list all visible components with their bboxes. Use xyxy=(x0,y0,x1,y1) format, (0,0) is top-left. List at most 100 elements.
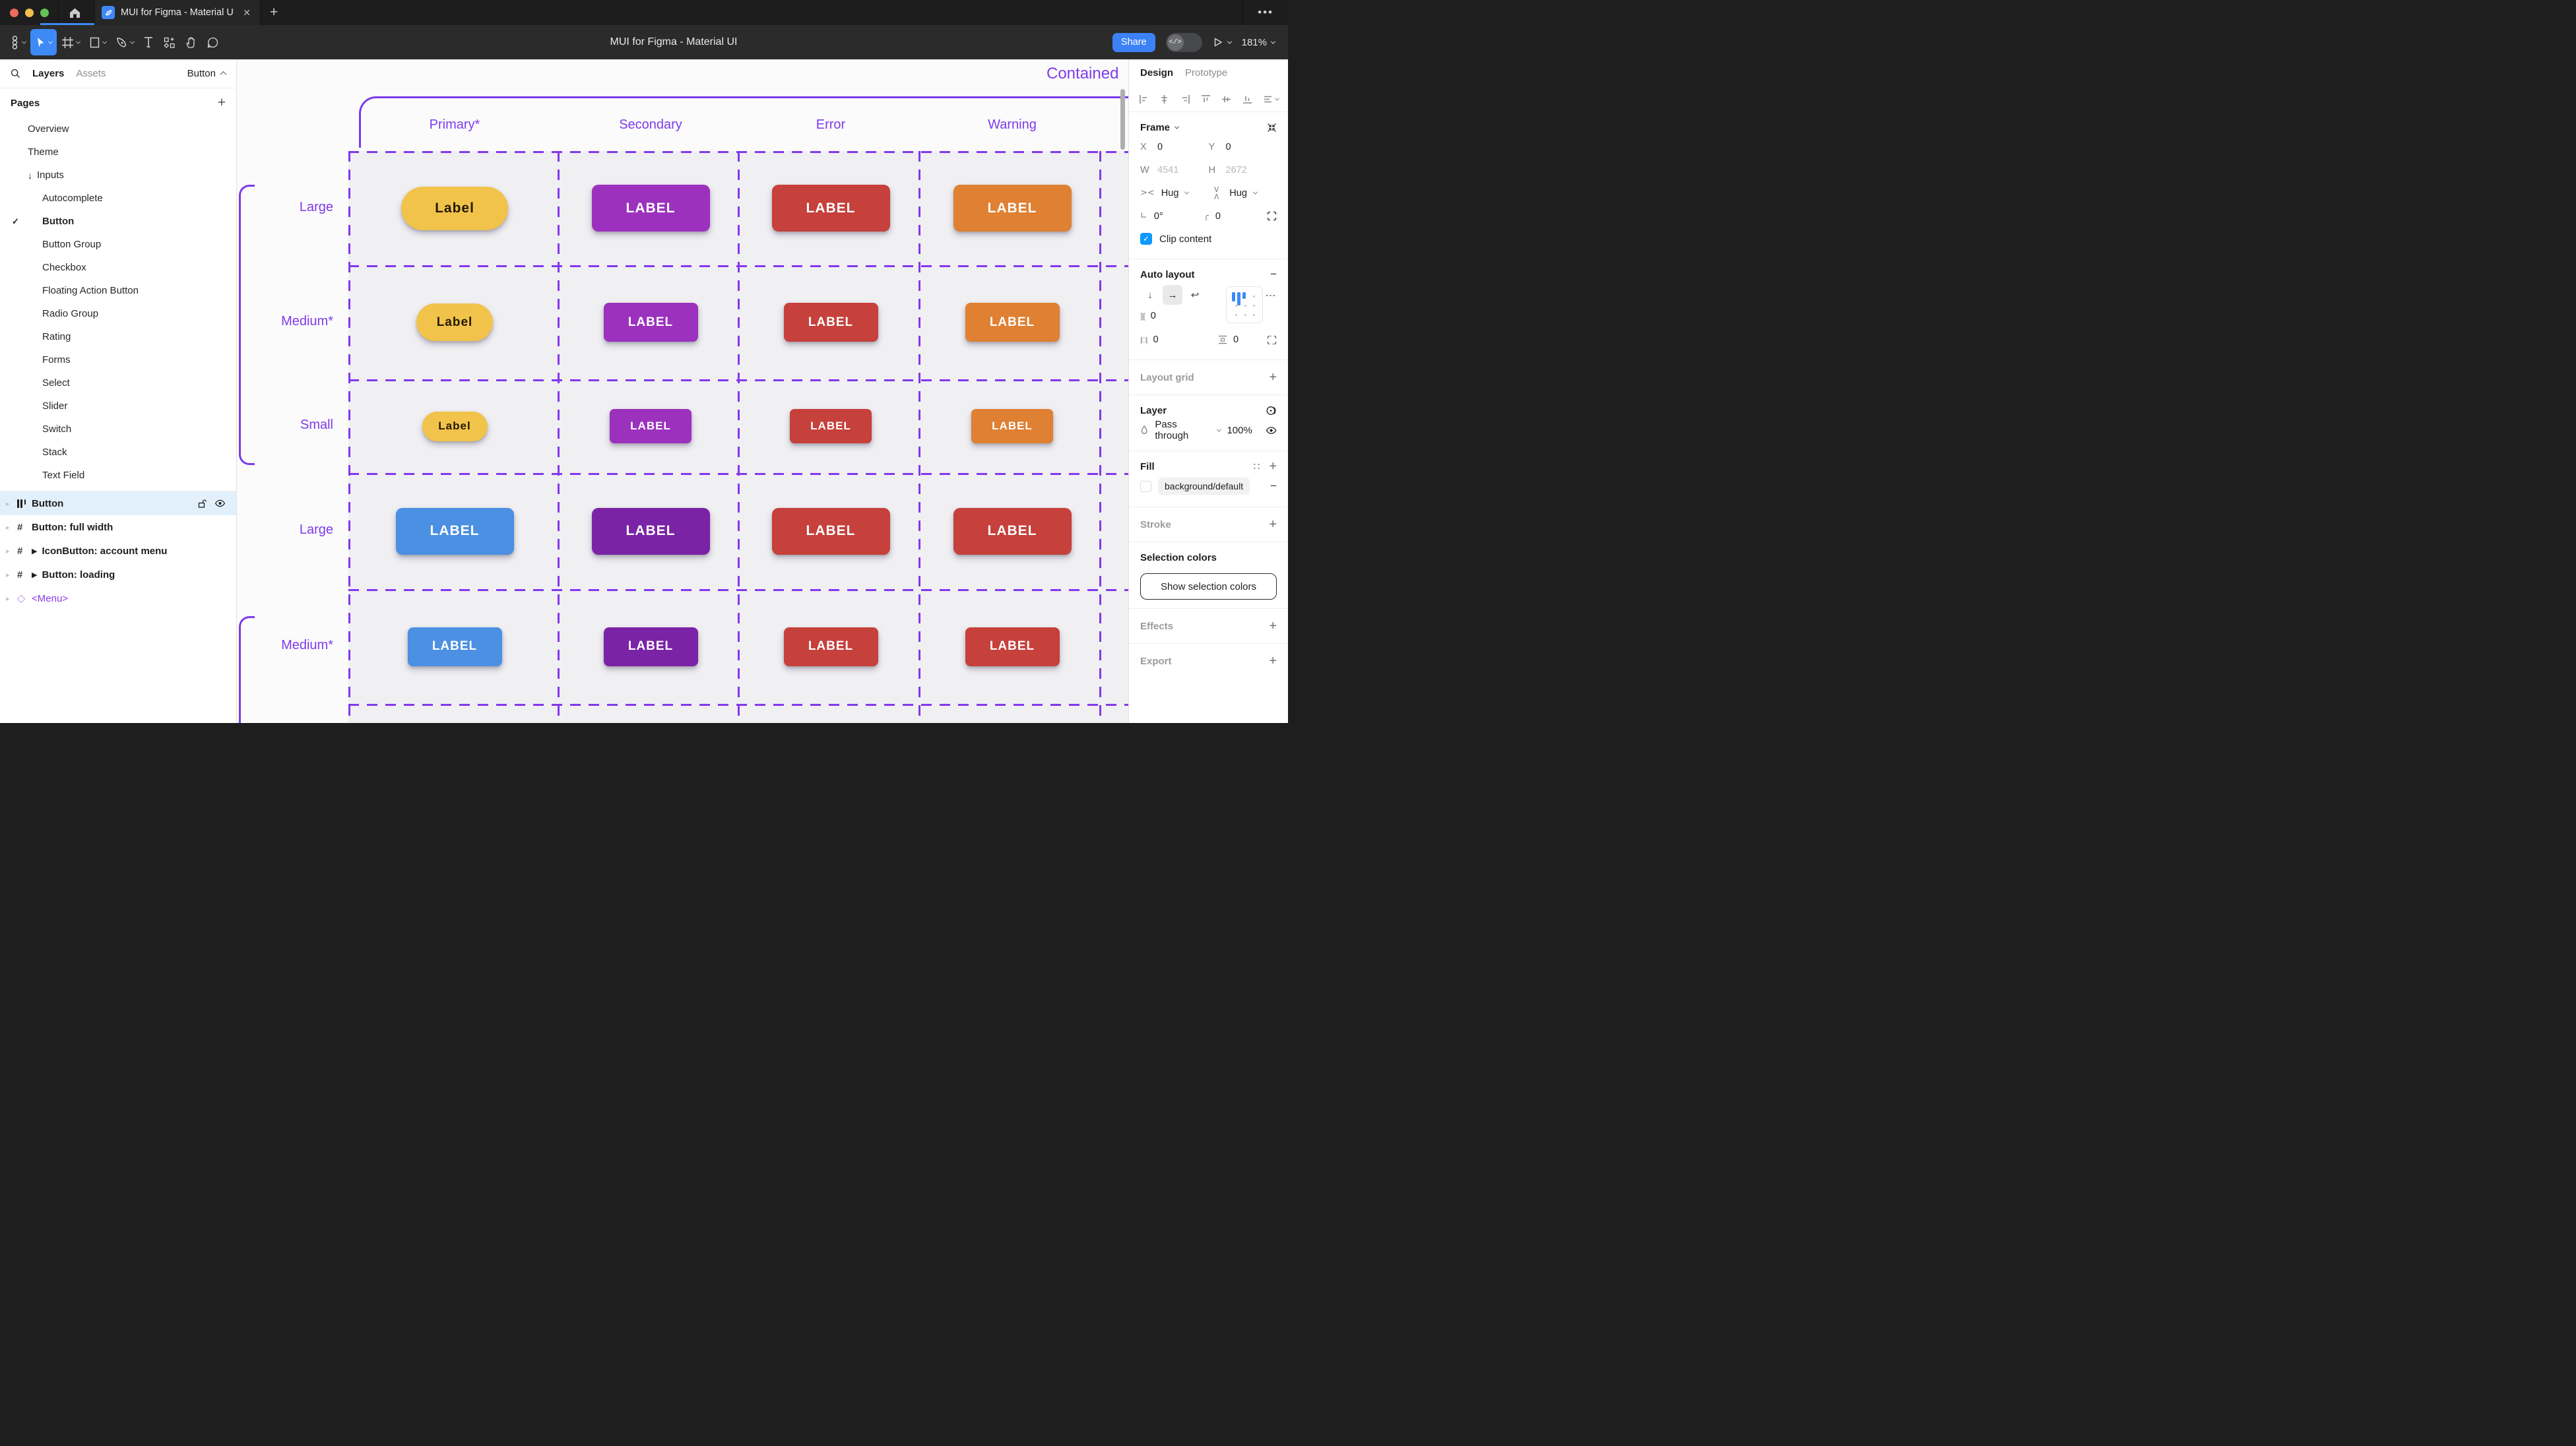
blend-mode-icon[interactable] xyxy=(1266,405,1277,416)
direction-wrap-button[interactable]: ↩ xyxy=(1190,290,1200,301)
tab-design[interactable]: Design xyxy=(1140,67,1174,79)
fill-styles-button[interactable]: ∷ xyxy=(1253,461,1260,472)
canvas-button-medium-primary[interactable]: LABEL xyxy=(407,627,502,666)
frame-title-label[interactable]: Contained xyxy=(1046,65,1119,82)
page-item-inputs[interactable]: ↓ Inputs xyxy=(0,164,236,187)
frame-tool-button[interactable] xyxy=(57,29,84,55)
canvas-button-small-primary[interactable]: Label xyxy=(422,411,488,441)
add-page-button[interactable]: + xyxy=(217,95,226,110)
add-export-button[interactable]: + xyxy=(1269,653,1277,668)
align-right-button[interactable] xyxy=(1180,94,1191,105)
present-button[interactable] xyxy=(1213,37,1232,47)
tab-layers[interactable]: Layers xyxy=(32,68,65,79)
tab-assets[interactable]: Assets xyxy=(76,68,106,79)
new-tab-button[interactable]: + xyxy=(270,5,278,20)
row-label-large[interactable]: Large xyxy=(299,522,333,537)
auto-layout-more-button[interactable]: ⋯ xyxy=(1265,290,1277,301)
actions-tool-button[interactable] xyxy=(158,29,180,55)
clip-content-checkbox[interactable]: ✓ xyxy=(1140,233,1152,245)
page-item-button-group[interactable]: Button Group xyxy=(0,233,236,256)
page-selector[interactable]: Button xyxy=(187,68,227,79)
page-item-slider[interactable]: Slider xyxy=(0,394,236,418)
visibility-eye-icon[interactable] xyxy=(1266,426,1277,435)
canvas-button-medium-secondary[interactable]: LABEL xyxy=(603,303,698,342)
text-tool-button[interactable] xyxy=(139,29,158,55)
align-top-button[interactable] xyxy=(1200,94,1211,105)
canvas-button-large-secondary[interactable]: LABEL xyxy=(591,185,710,232)
clip-content-row[interactable]: ✓ Clip content xyxy=(1140,228,1277,250)
window-overflow-menu[interactable]: ••• xyxy=(1258,6,1273,18)
zoom-menu[interactable]: 181% xyxy=(1242,37,1276,48)
row-label-medium[interactable]: Medium* xyxy=(281,638,333,652)
gap-field[interactable]: ]|[ 0 xyxy=(1140,311,1156,321)
canvas-button-large-primary[interactable]: LABEL xyxy=(395,507,514,555)
canvas-button-large-primary[interactable]: Label xyxy=(401,186,508,230)
canvas-button-medium-secondary[interactable]: LABEL xyxy=(603,627,698,666)
page-item-forms[interactable]: Forms xyxy=(0,348,236,371)
column-header-primary[interactable]: Primary* xyxy=(429,117,480,132)
layer-item--menu-[interactable]: ▸ ◇ <Menu> xyxy=(0,586,236,610)
fill-style-chip[interactable]: background/default xyxy=(1158,478,1250,495)
horizontal-padding-field[interactable]: |□| 0 xyxy=(1140,334,1159,345)
page-item-button[interactable]: ✓ Button xyxy=(0,210,236,233)
comment-tool-button[interactable] xyxy=(202,29,224,55)
independent-corners-button[interactable] xyxy=(1267,211,1277,221)
corner-radius-field[interactable]: ╭ 0 xyxy=(1204,210,1221,222)
frame-section-title[interactable]: Frame xyxy=(1140,121,1171,133)
add-effect-button[interactable]: + xyxy=(1269,618,1277,633)
canvas-button-small-secondary[interactable]: LABEL xyxy=(610,409,692,443)
pen-tool-button[interactable] xyxy=(111,29,139,55)
remove-auto-layout-button[interactable]: − xyxy=(1270,268,1277,280)
layer-item-button-loading[interactable]: ▸ # ▶ Button: loading xyxy=(0,563,236,586)
move-tool-button[interactable] xyxy=(30,29,57,55)
y-position-field[interactable]: Y 0 xyxy=(1208,141,1231,152)
tab-prototype[interactable]: Prototype xyxy=(1185,67,1228,79)
distribute-menu-button[interactable] xyxy=(1262,94,1280,105)
page-item-switch[interactable]: Switch xyxy=(0,418,236,441)
page-item-checkbox[interactable]: Checkbox xyxy=(0,256,236,279)
direction-horizontal-button[interactable]: → xyxy=(1163,285,1182,305)
direction-vertical-button[interactable]: ↓ xyxy=(1147,289,1153,301)
page-item-rating[interactable]: Rating xyxy=(0,325,236,348)
align-horizontal-center-button[interactable] xyxy=(1159,94,1170,105)
canvas-button-large-secondary[interactable]: LABEL xyxy=(591,507,710,555)
dev-mode-toggle[interactable]: </> xyxy=(1165,32,1202,52)
rotation-field[interactable]: ∟ 0° xyxy=(1140,210,1163,222)
canvas-button-medium-error[interactable]: LABEL xyxy=(783,303,878,342)
share-button[interactable]: Share xyxy=(1112,32,1155,52)
row-label-medium[interactable]: Medium* xyxy=(281,313,333,329)
lock-open-icon[interactable] xyxy=(197,499,207,509)
align-left-button[interactable] xyxy=(1138,94,1149,105)
canvas-scrollbar[interactable] xyxy=(1120,89,1125,150)
row-label-small[interactable]: Small xyxy=(300,418,333,432)
canvas-button-large-warning[interactable]: LABEL xyxy=(953,185,1072,232)
visibility-eye-icon[interactable] xyxy=(214,499,226,507)
width-field[interactable]: W 4541 xyxy=(1140,164,1179,175)
show-selection-colors-button[interactable]: Show selection colors xyxy=(1140,573,1277,600)
hand-tool-button[interactable] xyxy=(180,29,202,55)
close-tab-icon[interactable]: ✕ xyxy=(243,7,251,18)
page-item-text-field[interactable]: Text Field xyxy=(0,464,236,487)
canvas-button-small-warning[interactable]: LABEL xyxy=(971,409,1053,443)
document-title[interactable]: MUI for Figma - Material UI xyxy=(610,36,738,47)
canvas-button-small-error[interactable]: LABEL xyxy=(790,409,872,443)
align-bottom-button[interactable] xyxy=(1242,94,1253,105)
opacity-field[interactable]: 100% xyxy=(1227,424,1252,436)
horizontal-resizing-select[interactable]: >< Hug xyxy=(1140,188,1209,199)
shape-tool-button[interactable] xyxy=(84,29,111,55)
layer-item-button-full-width[interactable]: ▸ # Button: full width xyxy=(0,515,236,539)
collapse-arrow-icon[interactable]: ↓ xyxy=(28,170,32,181)
vertical-resizing-select[interactable]: >< Hug xyxy=(1209,186,1277,200)
canvas-button-medium-primary[interactable]: Label xyxy=(416,303,493,341)
canvas-button-medium-warning[interactable]: LABEL xyxy=(965,303,1060,342)
add-fill-button[interactable]: + xyxy=(1269,458,1277,474)
blend-mode-select[interactable]: Pass through xyxy=(1155,419,1189,441)
add-stroke-button[interactable]: + xyxy=(1269,517,1277,532)
disclosure-chevron-icon[interactable]: ▸ xyxy=(6,523,10,532)
disclosure-chevron-icon[interactable]: ▸ xyxy=(6,547,10,555)
search-icon[interactable] xyxy=(11,69,20,79)
alignment-grid[interactable] xyxy=(1226,286,1263,323)
present-options-chevron-icon[interactable] xyxy=(1227,39,1232,44)
row-label-large[interactable]: Large xyxy=(299,199,333,214)
disclosure-chevron-icon[interactable]: ▸ xyxy=(6,571,10,579)
